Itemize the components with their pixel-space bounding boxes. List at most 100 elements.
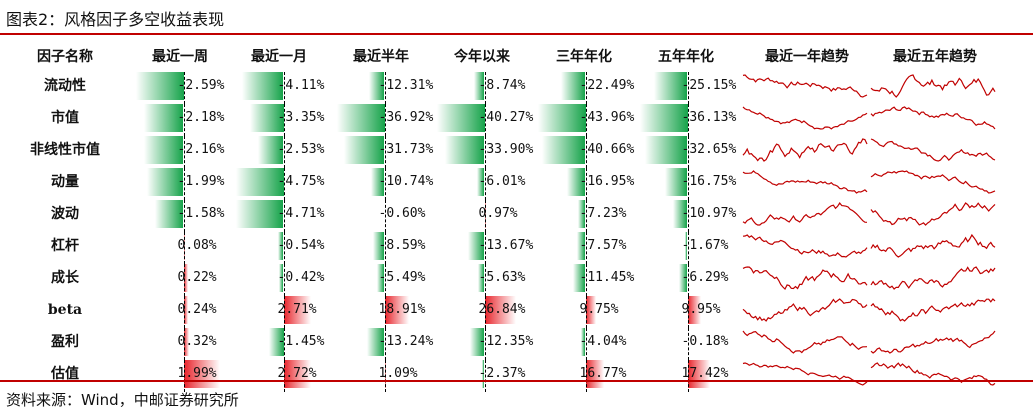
value-label: -40.27% bbox=[479, 104, 534, 132]
trend-1y-sparkline bbox=[743, 72, 867, 100]
title-rule bbox=[0, 33, 1033, 35]
value-label: -10.97% bbox=[682, 200, 737, 228]
value-label: -8.59% bbox=[379, 232, 426, 260]
value-label: -1.67% bbox=[682, 232, 729, 260]
value-label: -5.49% bbox=[379, 264, 426, 292]
trend-1y-sparkline bbox=[743, 104, 867, 132]
trend-5y-sparkline bbox=[871, 200, 995, 228]
trend-1y-sparkline bbox=[743, 200, 867, 228]
value-label: -6.29% bbox=[682, 264, 729, 292]
value-label: -1.58% bbox=[178, 200, 225, 228]
value-label: -0.60% bbox=[379, 200, 426, 228]
value-label: -1.45% bbox=[278, 328, 325, 356]
value-label: 1.99% bbox=[178, 360, 217, 388]
trend-5y-sparkline bbox=[871, 168, 995, 196]
value-label: 2.72% bbox=[278, 360, 317, 388]
value-label: 9.95% bbox=[682, 296, 721, 324]
bar-negative bbox=[136, 72, 184, 100]
value-label: -4.04% bbox=[580, 328, 627, 356]
value-label: -6.01% bbox=[479, 168, 526, 196]
value-label: -4.71% bbox=[278, 200, 325, 228]
value-label: -2.53% bbox=[278, 136, 325, 164]
value-label: 9.75% bbox=[580, 296, 619, 324]
value-label: -0.54% bbox=[278, 232, 325, 260]
factor-name: 杠杆 bbox=[0, 232, 130, 260]
trend-5y-sparkline bbox=[871, 296, 995, 324]
factor-name: beta bbox=[0, 296, 130, 324]
value-label: -2.59% bbox=[178, 72, 225, 100]
header-0: 因子名称 bbox=[5, 46, 125, 68]
trend-1y-sparkline bbox=[743, 136, 867, 164]
header-8: 最近五年趋势 bbox=[875, 46, 995, 68]
value-label: -43.96% bbox=[580, 104, 635, 132]
value-label: -31.73% bbox=[379, 136, 434, 164]
bar-negative bbox=[640, 104, 688, 132]
value-label: -0.42% bbox=[278, 264, 325, 292]
trend-1y-sparkline bbox=[743, 328, 867, 356]
value-label: -3.35% bbox=[278, 104, 325, 132]
value-label: 0.32% bbox=[178, 328, 217, 356]
trend-1y-sparkline bbox=[743, 264, 867, 292]
value-label: -22.49% bbox=[580, 72, 635, 100]
header-7: 最近一年趋势 bbox=[747, 46, 867, 68]
trend-5y-sparkline bbox=[871, 328, 995, 356]
value-label: 0.08% bbox=[178, 232, 217, 260]
trend-1y-sparkline bbox=[743, 168, 867, 196]
value-label: -25.15% bbox=[682, 72, 737, 100]
value-label: -2.18% bbox=[178, 104, 225, 132]
trend-5y-sparkline bbox=[871, 264, 995, 292]
value-label: -40.66% bbox=[580, 136, 635, 164]
value-label: -36.92% bbox=[379, 104, 434, 132]
footer-rule bbox=[0, 380, 1033, 382]
bar-negative bbox=[236, 168, 284, 196]
bar-negative bbox=[437, 104, 485, 132]
trend-5y-sparkline bbox=[871, 136, 995, 164]
source-note: 资料来源：Wind，中邮证券研究所 bbox=[6, 389, 239, 410]
factor-name: 动量 bbox=[0, 168, 130, 196]
value-label: -0.18% bbox=[682, 328, 729, 356]
trend-1y-sparkline bbox=[743, 232, 867, 260]
value-label: 1.09% bbox=[379, 360, 418, 388]
value-label: 0.22% bbox=[178, 264, 217, 292]
factor-name: 波动 bbox=[0, 200, 130, 228]
value-label: -12.35% bbox=[479, 328, 534, 356]
factor-name: 估值 bbox=[0, 360, 130, 388]
value-label: -13.67% bbox=[479, 232, 534, 260]
value-label: 26.84% bbox=[479, 296, 526, 324]
value-label: -16.75% bbox=[682, 168, 737, 196]
value-label: -2.16% bbox=[178, 136, 225, 164]
value-label: -10.74% bbox=[379, 168, 434, 196]
value-label: -33.90% bbox=[479, 136, 534, 164]
factor-name: 非线性市值 bbox=[0, 136, 130, 164]
value-label: -12.31% bbox=[379, 72, 434, 100]
value-label: 0.97% bbox=[479, 200, 518, 228]
value-label: 16.77% bbox=[580, 360, 627, 388]
value-label: -5.63% bbox=[479, 264, 526, 292]
trend-5y-sparkline bbox=[871, 232, 995, 260]
factor-name: 盈利 bbox=[0, 328, 130, 356]
bar-negative bbox=[337, 104, 385, 132]
value-label: -13.24% bbox=[379, 328, 434, 356]
value-label: 17.42% bbox=[682, 360, 729, 388]
factor-name: 流动性 bbox=[0, 72, 130, 100]
value-label: -7.57% bbox=[580, 232, 627, 260]
value-label: 18.91% bbox=[379, 296, 426, 324]
value-label: -4.75% bbox=[278, 168, 325, 196]
bar-negative bbox=[236, 200, 283, 228]
trend-1y-sparkline bbox=[743, 360, 867, 388]
chart-title: 图表2：风格因子多空收益表现 bbox=[6, 6, 224, 30]
value-label: -1.99% bbox=[178, 168, 225, 196]
value-label: -4.11% bbox=[278, 72, 325, 100]
value-label: -32.65% bbox=[682, 136, 737, 164]
value-label: -11.45% bbox=[580, 264, 635, 292]
trend-5y-sparkline bbox=[871, 360, 995, 388]
trend-5y-sparkline bbox=[871, 72, 995, 100]
value-label: 0.24% bbox=[178, 296, 217, 324]
value-label: -7.23% bbox=[580, 200, 627, 228]
header-6: 五年年化 bbox=[626, 46, 746, 68]
trend-5y-sparkline bbox=[871, 104, 995, 132]
value-label: -8.74% bbox=[479, 72, 526, 100]
value-label: -2.37% bbox=[479, 360, 526, 388]
bar-negative bbox=[538, 104, 586, 132]
trend-1y-sparkline bbox=[743, 296, 867, 324]
